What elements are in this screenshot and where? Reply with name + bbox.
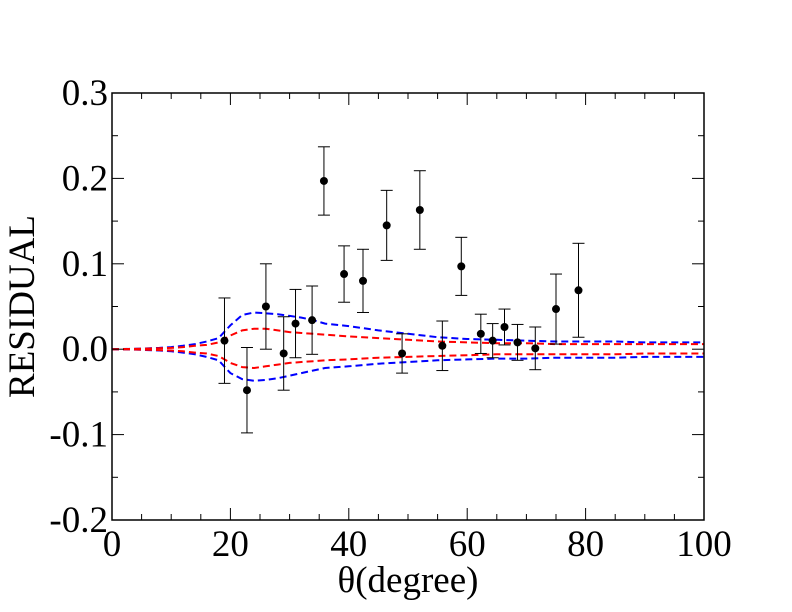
point-marker bbox=[220, 336, 229, 345]
x-axis-label: θ(degree) bbox=[338, 560, 479, 601]
data-point bbox=[277, 316, 290, 391]
data-point bbox=[511, 323, 524, 361]
point-marker bbox=[513, 338, 522, 347]
point-marker bbox=[340, 270, 349, 279]
point-marker bbox=[308, 316, 317, 325]
point-marker bbox=[279, 349, 288, 358]
point-marker bbox=[398, 349, 407, 358]
x-tick-label: 80 bbox=[567, 524, 604, 565]
data-point bbox=[436, 320, 449, 372]
point-marker bbox=[242, 386, 251, 395]
data-point bbox=[529, 326, 542, 371]
point-marker bbox=[552, 305, 560, 314]
band-0-upper-line bbox=[111, 311, 704, 351]
data-point bbox=[474, 313, 487, 354]
data-point bbox=[306, 285, 319, 355]
x-tick-label: 0 bbox=[103, 524, 122, 565]
data-point bbox=[572, 242, 585, 338]
y-tick-label: 0.0 bbox=[62, 329, 108, 370]
x-tick-label: 40 bbox=[330, 524, 367, 565]
x-tick-label: 100 bbox=[676, 524, 732, 565]
y-tick-label: 0.2 bbox=[62, 158, 108, 199]
data-point bbox=[357, 248, 370, 313]
point-marker bbox=[415, 205, 424, 214]
data-point bbox=[380, 189, 393, 261]
y-tick-label: 0.3 bbox=[62, 73, 108, 114]
point-marker bbox=[488, 336, 497, 345]
data-point bbox=[218, 297, 231, 384]
x-tick-label: 60 bbox=[449, 524, 486, 565]
point-marker bbox=[457, 262, 466, 271]
plot-frame bbox=[111, 92, 705, 521]
x-tick-label: 20 bbox=[212, 524, 249, 565]
y-tick-label: -0.1 bbox=[49, 415, 108, 456]
data-point bbox=[455, 236, 468, 296]
data-point bbox=[289, 288, 302, 359]
point-marker bbox=[531, 344, 540, 353]
band-1-upper-line bbox=[111, 327, 704, 351]
data-point bbox=[550, 273, 562, 345]
point-marker bbox=[261, 302, 270, 311]
confidence-bands bbox=[111, 311, 704, 382]
data-point bbox=[338, 245, 351, 303]
data-points bbox=[218, 146, 585, 434]
point-marker bbox=[500, 322, 509, 331]
y-axis-label: RESIDUAL bbox=[2, 215, 43, 398]
point-marker bbox=[291, 319, 300, 328]
point-marker bbox=[438, 341, 447, 350]
data-point bbox=[240, 346, 253, 434]
data-point bbox=[396, 333, 409, 374]
data-point bbox=[413, 170, 426, 250]
tick-labels: 0 20 40 60 80 100 -0.2 -0.1 0.0 0.1 0.2 0.3 bbox=[49, 73, 731, 565]
point-marker bbox=[359, 276, 368, 285]
data-point bbox=[498, 308, 511, 346]
point-marker bbox=[382, 221, 391, 230]
band-0-lower-line bbox=[111, 348, 704, 382]
data-point bbox=[259, 263, 272, 350]
point-marker bbox=[319, 176, 328, 185]
point-marker bbox=[574, 286, 583, 295]
y-tick-label: -0.2 bbox=[49, 500, 108, 541]
band-1-lower-line bbox=[111, 348, 704, 370]
axis-ticks bbox=[111, 92, 705, 521]
data-point bbox=[317, 146, 330, 216]
data-point bbox=[486, 323, 499, 359]
y-tick-label: 0.1 bbox=[62, 244, 108, 285]
point-marker bbox=[476, 329, 485, 338]
